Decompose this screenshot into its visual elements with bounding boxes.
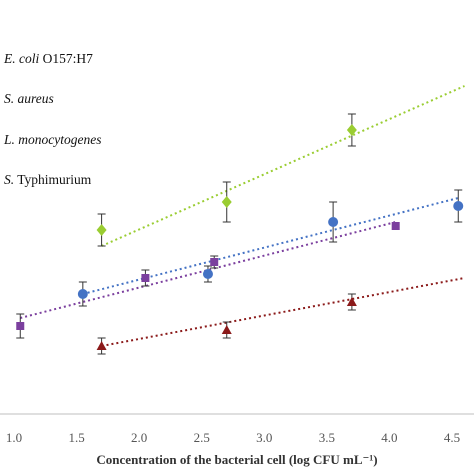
legend-saureus-genus: S. aureus bbox=[4, 91, 54, 106]
data-markers bbox=[16, 124, 464, 350]
marker-lmono bbox=[391, 222, 400, 230]
legend-ecoli-rest: O157:H7 bbox=[39, 51, 93, 66]
marker-saureus bbox=[202, 269, 213, 279]
x-tick-label: 1.0 bbox=[6, 430, 22, 445]
marker-lmono bbox=[141, 274, 150, 282]
marker-saureus bbox=[328, 217, 339, 227]
error-bars bbox=[16, 113, 463, 355]
x-tick-label: 4.0 bbox=[381, 430, 397, 445]
trendline-styph bbox=[101, 277, 465, 347]
marker-saureus bbox=[77, 289, 88, 299]
legend-item-saureus: S. aureus bbox=[4, 91, 54, 107]
x-tick-label: 1.5 bbox=[68, 430, 84, 445]
marker-saureus bbox=[453, 201, 464, 211]
legend-ecoli-genus: E. coli bbox=[4, 51, 40, 66]
x-tick-labels: 1.0 1.5 2.0 2.5 3.0 3.5 4.0 4.5 bbox=[6, 430, 460, 445]
trendline-saureus bbox=[82, 197, 459, 295]
legend-item-ecoli: E. coli O157:H7 bbox=[4, 51, 93, 67]
x-tick-label: 2.0 bbox=[131, 430, 147, 445]
marker-ecoli bbox=[221, 196, 232, 208]
trendline-ecoli bbox=[101, 85, 465, 247]
marker-ecoli bbox=[96, 224, 107, 236]
trendlines bbox=[20, 85, 465, 347]
legend-styph-rest: Typhimurium bbox=[14, 172, 92, 187]
x-tick-label: 3.5 bbox=[319, 430, 335, 445]
legend-styph-genus: S. bbox=[4, 172, 15, 187]
legend-item-lmono: L. monocytogenes bbox=[4, 132, 101, 148]
marker-lmono bbox=[16, 322, 25, 330]
marker-styph bbox=[96, 341, 107, 350]
x-tick-label: 2.5 bbox=[194, 430, 210, 445]
legend-lmono-genus: L. monocytogenes bbox=[4, 132, 102, 147]
x-axis-title: Concentration of the bacterial cell (log… bbox=[96, 452, 378, 467]
marker-styph bbox=[221, 325, 232, 334]
legend-item-styph: S. Typhimurium bbox=[4, 172, 91, 188]
x-tick-label: 4.5 bbox=[444, 430, 460, 445]
marker-ecoli bbox=[346, 124, 357, 136]
marker-styph bbox=[346, 297, 357, 306]
marker-lmono bbox=[210, 258, 219, 266]
x-tick-label: 3.0 bbox=[256, 430, 272, 445]
